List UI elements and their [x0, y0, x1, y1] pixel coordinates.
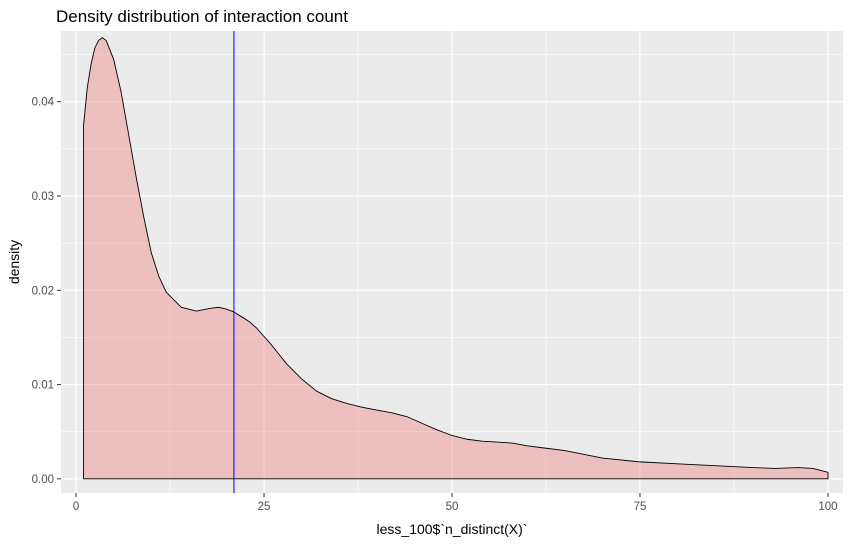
x-tick-label: 100: [818, 501, 837, 513]
y-tick-label: 0.03: [32, 191, 54, 203]
x-tick-label: 25: [258, 501, 271, 513]
y-axis-title: density: [6, 240, 22, 284]
x-tick-label: 0: [73, 501, 79, 513]
y-tick-label: 0.02: [32, 285, 54, 297]
density-area-layer: [83, 37, 829, 480]
x-tick-label: 50: [446, 501, 459, 513]
density-area: [83, 37, 829, 480]
x-axis-title: less_100$`n_distinct(X)`: [377, 521, 528, 537]
chart-title: Density distribution of interaction coun…: [56, 7, 348, 26]
x-tick-label: 75: [634, 501, 647, 513]
y-axis-ticks: 0.00 0.01 0.02 0.03 0.04: [32, 97, 61, 486]
y-tick-label: 0.01: [32, 380, 54, 392]
x-axis-ticks: 0 25 50 75 100: [73, 493, 838, 513]
y-tick-label: 0.04: [32, 97, 55, 109]
y-tick-label: 0.00: [32, 474, 54, 486]
